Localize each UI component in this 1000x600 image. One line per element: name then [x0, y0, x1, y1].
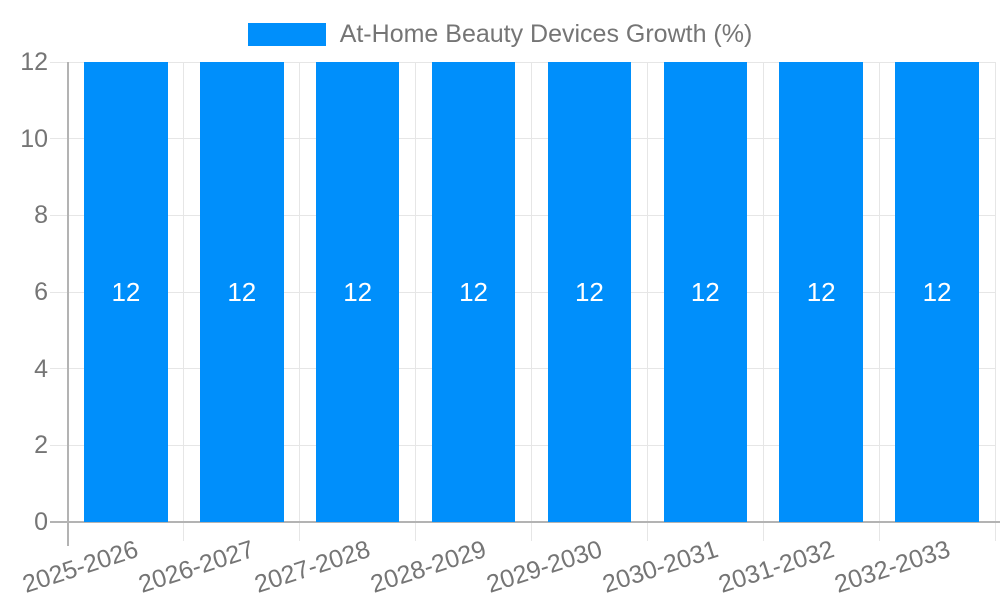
bar-value-label: 12 — [111, 276, 141, 307]
x-gridline — [183, 62, 185, 541]
bar-value-label: 12 — [459, 276, 489, 307]
x-axis-tick-label: 2029-2030 — [483, 535, 606, 599]
x-axis-tick-label: 2026-2027 — [135, 535, 258, 599]
y-axis-tick-label: 12 — [20, 48, 48, 76]
bar[interactable]: 12 — [84, 62, 168, 522]
x-gridline — [994, 62, 996, 541]
bar[interactable]: 12 — [200, 62, 284, 522]
legend[interactable]: At-Home Beauty Devices Growth (%) — [0, 19, 1000, 48]
y-gridline — [50, 138, 995, 140]
y-gridline — [50, 444, 995, 446]
y-axis-tick-label: 8 — [34, 201, 48, 230]
y-axis-tick-label: 0 — [34, 508, 48, 536]
bar[interactable]: 12 — [547, 62, 632, 522]
x-axis-tick-label: 2028-2029 — [367, 535, 490, 599]
bar-value-label: 12 — [690, 276, 720, 307]
bar[interactable]: 12 — [431, 62, 516, 522]
bar-value-label: 12 — [574, 276, 604, 307]
x-gridline — [762, 62, 764, 541]
y-axis-tick-label: 4 — [34, 354, 48, 383]
x-gridline — [299, 62, 301, 541]
x-gridline — [646, 62, 648, 541]
x-gridline — [531, 62, 532, 541]
y-axis-tick-label: 2 — [34, 431, 48, 460]
x-axis-tick-label: 2031-2032 — [714, 535, 838, 599]
y-axis-tick-label: 10 — [20, 124, 48, 153]
y-gridline — [50, 291, 995, 293]
x-axis-tick-label: 2027-2028 — [251, 535, 374, 599]
y-gridline — [50, 368, 995, 370]
bar-value-label: 12 — [806, 276, 836, 307]
bar[interactable]: 12 — [663, 62, 748, 522]
bar[interactable]: 12 — [779, 62, 863, 522]
y-axis-tick-label: 6 — [34, 278, 48, 306]
bar[interactable]: 12 — [895, 62, 979, 522]
bar-value-label: 12 — [922, 276, 952, 307]
x-axis-tick-label: 2032-2033 — [830, 535, 954, 599]
bar[interactable]: 12 — [315, 62, 400, 522]
bar-value-label: 12 — [343, 276, 373, 307]
x-gridline — [878, 62, 880, 541]
y-axis-line — [67, 62, 69, 546]
x-axis-line — [50, 521, 1000, 523]
y-gridline — [50, 214, 995, 216]
legend-swatch — [247, 22, 326, 46]
y-gridline — [50, 61, 995, 63]
x-gridline — [415, 62, 417, 541]
legend-label: At-Home Beauty Devices Growth (%) — [339, 19, 753, 48]
bar-value-label: 12 — [227, 276, 257, 307]
x-axis-tick-label: 2030-2031 — [598, 535, 722, 599]
x-axis-tick-label: 2025-2026 — [19, 535, 142, 599]
